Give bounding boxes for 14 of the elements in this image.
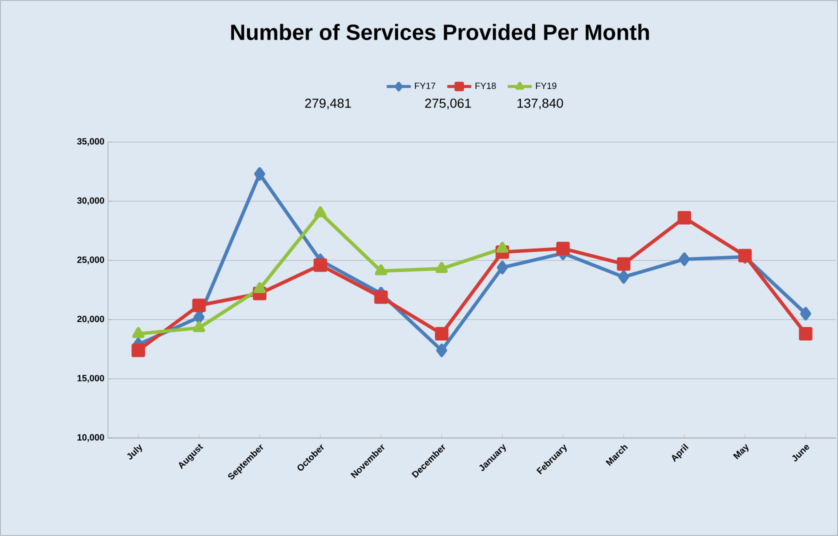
legend-label: FY18 <box>475 82 496 90</box>
y-tick-label: 15,000 <box>78 374 104 383</box>
text: 137,840 <box>518 98 563 110</box>
y-tick-label: 10,000 <box>78 434 104 442</box>
y-tick-label: 25,000 <box>77 256 104 264</box>
text: 279,481 <box>305 98 351 110</box>
y-tick-label: 20,000 <box>77 316 104 324</box>
legend-label: FY17 <box>414 82 436 89</box>
y-tick-label: 35,000 <box>77 138 104 146</box>
y-tick-label: 30,000 <box>77 197 104 206</box>
text: 275,061 <box>425 98 471 110</box>
x-tick-label: July <box>127 444 142 460</box>
legend-label: FY19 <box>536 82 556 90</box>
chart-title: Number of Services Provided Per Month <box>231 24 649 40</box>
